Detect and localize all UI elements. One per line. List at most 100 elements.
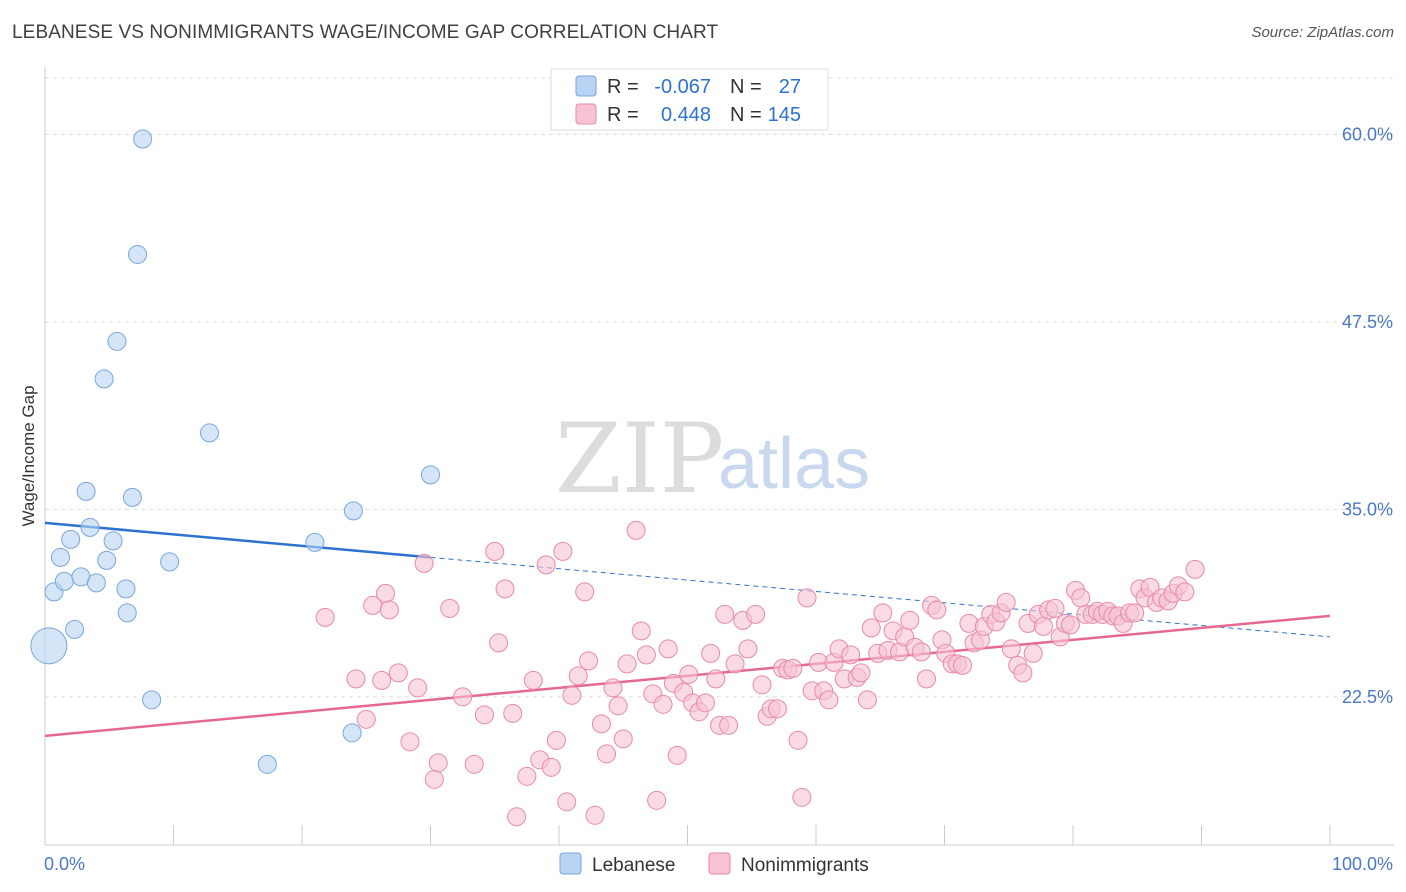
nonimmigrants-point [597,744,617,764]
nonimmigrants-point [917,669,937,689]
lebanese-point [103,531,123,551]
nonimmigrants-point [495,579,515,599]
nonimmigrants-point [701,643,721,663]
nonimmigrants-point [541,757,561,777]
nonimmigrants-point [523,670,543,690]
legend-r-value-lebanese: -0.067 [654,76,711,98]
lebanese-point [116,579,136,599]
nonimmigrants-point [746,604,766,624]
lebanese-point [257,754,277,774]
nonimmigrants-point [911,642,931,662]
nonimmigrants-point [1071,588,1091,608]
nonimmigrants-point [613,729,633,749]
lebanese-point [94,369,114,389]
nonimmigrants-point [356,709,376,729]
lebanese-point [76,481,96,501]
lebanese-point [107,331,127,351]
nonimmigrants-point [1185,559,1205,579]
chart-source: Source: ZipAtlas.com [1251,24,1394,41]
x-tick-label-start: 0.0% [44,854,85,874]
nonimmigrants-point [464,754,484,774]
nonimmigrants-point [453,687,473,707]
nonimmigrants-point [873,603,893,623]
nonimmigrants-point [388,663,408,683]
bottom-legend-swatch-lebanese [559,852,582,875]
series-legend: Lebanese Nonimmigrants [559,852,869,876]
nonimmigrants-point [536,555,556,575]
nonimmigrants-point [557,792,577,812]
nonimmigrants-point [428,753,448,773]
nonimmigrants-point [315,607,335,627]
lebanese-trend-extension [430,556,1331,638]
lebanese-point [122,487,142,507]
nonimmigrants-point [1023,643,1043,663]
nonimmigrants-point [440,598,460,618]
data-points [30,129,1205,827]
watermark-atlas: atlas [718,424,870,504]
lebanese-point [50,547,70,567]
nonimmigrants-point [647,790,667,810]
lebanese-point [199,423,219,443]
nonimmigrants-point [738,639,758,659]
lebanese-point [128,244,148,264]
nonimmigrants-point [376,583,396,603]
x-ticks [173,825,1331,845]
nonimmigrants-point [626,520,646,540]
nonimmigrants-point [952,655,972,675]
nonimmigrants-point [1060,615,1080,635]
bottom-legend-label-lebanese: Lebanese [592,855,675,876]
nonimmigrants-point [851,663,871,683]
nonimmigrants-point [507,807,527,827]
lebanese-point [61,529,81,549]
nonimmigrants-point [636,645,656,665]
bottom-legend-swatch-nonimmigrants [708,852,731,875]
legend-n-label-nonimmigrants: N = [730,104,762,126]
nonimmigrants-point [379,600,399,620]
y-axis-title: Wage/Income Gap [19,385,38,526]
nonimmigrants-point [579,651,599,671]
lebanese-point [342,723,362,743]
lebanese-point [80,517,100,537]
nonimmigrants-point [553,541,573,561]
x-tick-label-end: 100.0% [1332,854,1393,874]
lebanese-point [117,603,137,623]
nonimmigrants-point [667,745,687,765]
legend-n-value-lebanese: 27 [779,76,801,98]
nonimmigrants-point [585,805,605,825]
y-tick-label: 22.5% [1342,687,1393,707]
legend-r-value-nonimmigrants: 0.448 [661,104,711,126]
nonimmigrants-point [503,703,523,723]
lebanese-point [421,465,440,485]
nonimmigrants-point [900,610,920,630]
legend-swatch-nonimmigrants [575,103,597,125]
correlation-legend: R = -0.067 N = 27 R = 0.448 N = 145 [550,68,829,131]
nonimmigrants-point [474,705,494,725]
nonimmigrants-point [608,696,628,716]
nonimmigrants-point [959,613,979,633]
nonimmigrants-point [715,604,735,624]
nonimmigrants-point [1001,639,1021,659]
nonimmigrants-point [1175,582,1195,602]
nonimmigrants-point [653,694,673,714]
nonimmigrants-point [562,685,582,705]
nonimmigrants-point [400,732,420,752]
nonimmigrants-point [546,730,566,750]
nonimmigrants-point [631,621,651,641]
nonimmigrants-point [1045,598,1065,618]
nonimmigrants-point [617,654,637,674]
axes [44,67,1394,846]
chart-title: LEBANESE VS NONIMMIGRANTS WAGE/INCOME GA… [12,22,719,43]
nonimmigrants-point [485,541,505,561]
nonimmigrants-point [424,769,444,789]
nonimmigrants-point [996,592,1016,612]
nonimmigrants-point [1013,663,1033,683]
lebanese-point [86,573,106,593]
nonimmigrants-point [517,766,537,786]
watermark-zip: ZIP [555,403,724,515]
y-tick-labels: 22.5% 35.0% 47.5% 60.0% [1342,124,1393,706]
nonimmigrants-point [414,553,434,573]
lebanese-point [305,532,325,552]
lebanese-point [54,571,74,591]
nonimmigrants-point [861,618,881,638]
